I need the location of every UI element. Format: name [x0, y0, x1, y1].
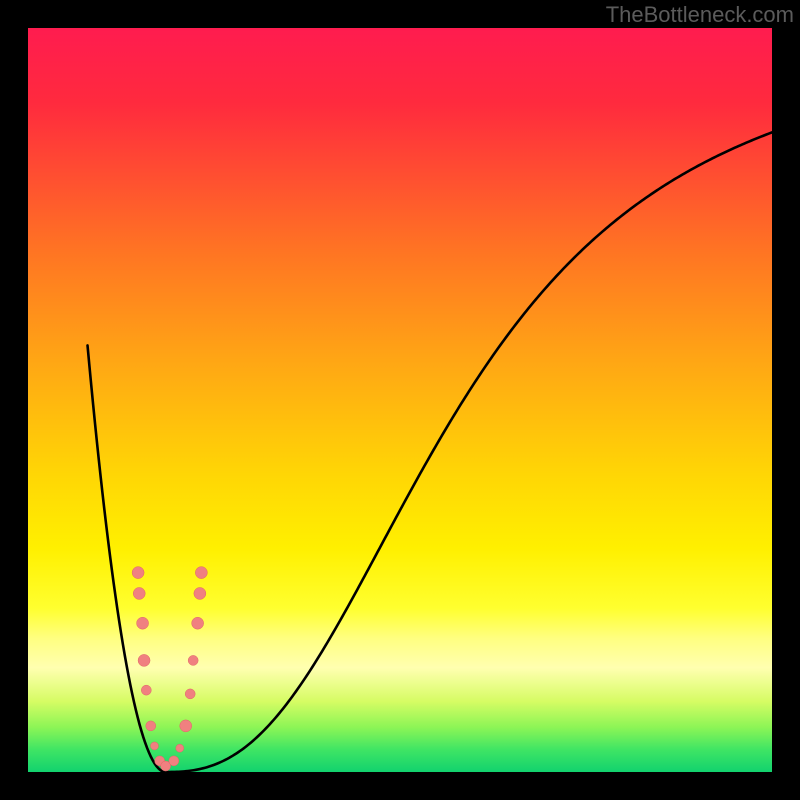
data-marker	[176, 744, 184, 752]
data-marker	[133, 587, 145, 599]
data-marker	[138, 654, 150, 666]
data-marker	[185, 689, 195, 699]
data-marker	[150, 742, 158, 750]
data-marker	[194, 587, 206, 599]
data-marker	[188, 655, 198, 665]
data-marker	[141, 685, 151, 695]
data-marker	[137, 617, 149, 629]
chart-svg	[0, 0, 800, 800]
chart-outer-frame: TheBottleneck.com	[0, 0, 800, 800]
data-marker	[192, 617, 204, 629]
data-marker	[169, 756, 179, 766]
data-marker	[132, 567, 144, 579]
data-marker	[180, 720, 192, 732]
data-marker	[195, 567, 207, 579]
data-marker	[146, 721, 156, 731]
